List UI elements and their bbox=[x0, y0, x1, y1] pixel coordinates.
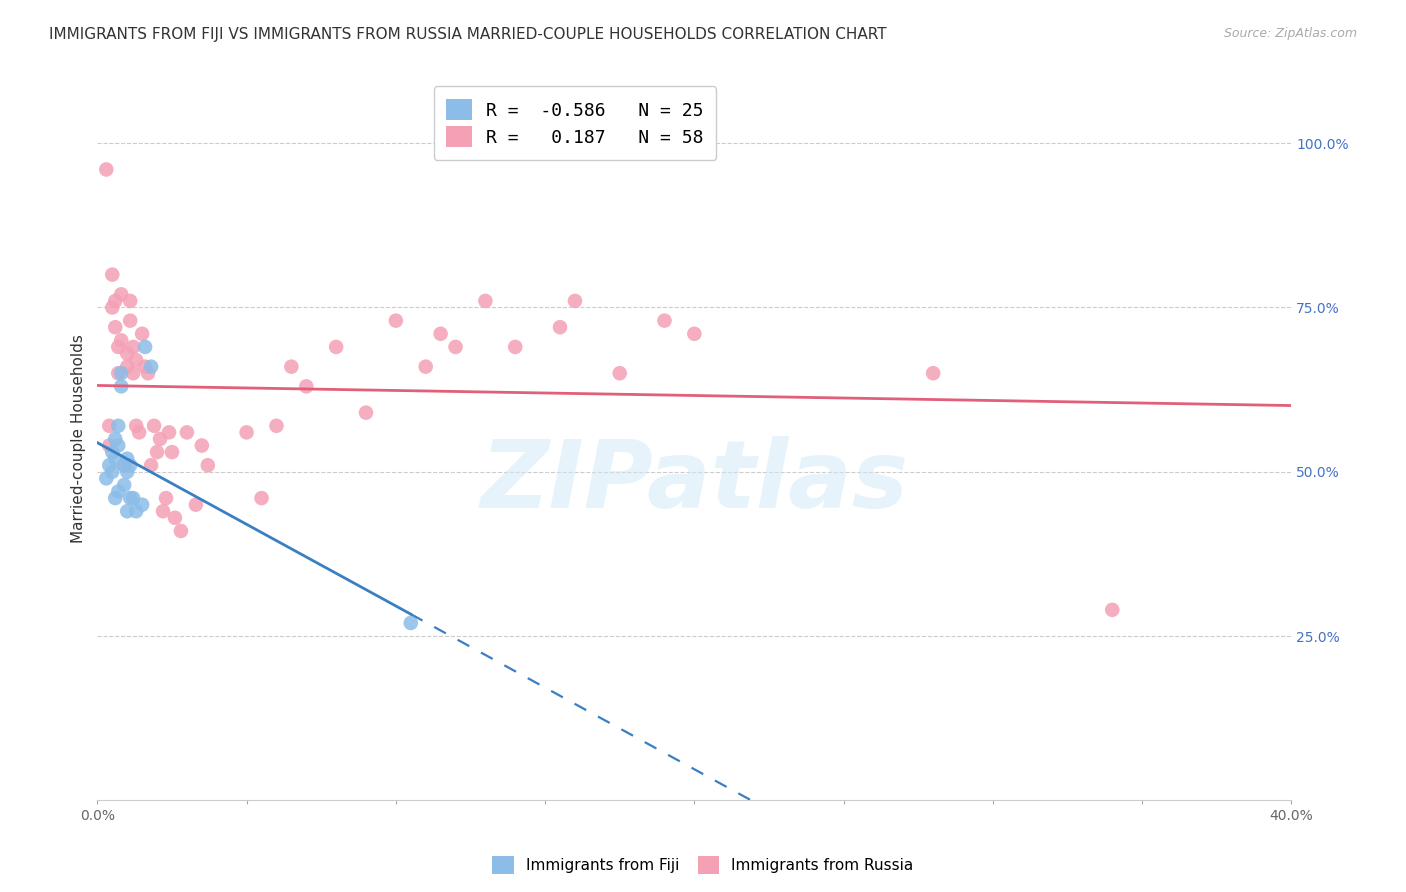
Point bbox=[98, 438, 121, 452]
Point bbox=[399, 615, 422, 630]
Legend: Immigrants from Fiji, Immigrants from Russia: Immigrants from Fiji, Immigrants from Ru… bbox=[486, 850, 920, 880]
Point bbox=[250, 491, 273, 505]
Point bbox=[548, 320, 571, 334]
Point bbox=[280, 359, 302, 374]
Point bbox=[125, 353, 148, 368]
Point bbox=[128, 425, 150, 440]
Point bbox=[325, 340, 347, 354]
Point bbox=[104, 451, 127, 466]
Point bbox=[163, 511, 186, 525]
Point bbox=[122, 340, 145, 354]
Point bbox=[922, 366, 945, 380]
Point bbox=[104, 491, 127, 505]
Point bbox=[295, 379, 318, 393]
Point bbox=[110, 366, 132, 380]
Point bbox=[609, 366, 631, 380]
Point bbox=[654, 313, 676, 327]
Point bbox=[139, 359, 162, 374]
Point bbox=[235, 425, 257, 440]
Point bbox=[444, 340, 467, 354]
Text: ZIPatlas: ZIPatlas bbox=[481, 436, 908, 528]
Point bbox=[112, 478, 135, 492]
Point bbox=[1101, 603, 1123, 617]
Point bbox=[131, 498, 153, 512]
Point bbox=[101, 465, 124, 479]
Point bbox=[107, 340, 129, 354]
Point bbox=[104, 320, 127, 334]
Point bbox=[683, 326, 706, 341]
Point bbox=[176, 425, 198, 440]
Point bbox=[149, 432, 172, 446]
Point bbox=[429, 326, 451, 341]
Point bbox=[125, 418, 148, 433]
Point bbox=[122, 366, 145, 380]
Point bbox=[120, 491, 142, 505]
Point bbox=[354, 406, 377, 420]
Point bbox=[110, 334, 132, 348]
Point bbox=[96, 162, 118, 177]
Legend: R =  -0.586   N = 25, R =   0.187   N = 58: R = -0.586 N = 25, R = 0.187 N = 58 bbox=[433, 87, 716, 160]
Point bbox=[191, 438, 214, 452]
Point bbox=[115, 465, 138, 479]
Point bbox=[125, 504, 148, 518]
Point bbox=[152, 504, 174, 518]
Point bbox=[115, 359, 138, 374]
Point bbox=[136, 366, 159, 380]
Point bbox=[98, 458, 121, 473]
Point bbox=[112, 458, 135, 473]
Text: Source: ZipAtlas.com: Source: ZipAtlas.com bbox=[1223, 27, 1357, 40]
Point bbox=[110, 287, 132, 301]
Point bbox=[120, 313, 142, 327]
Point bbox=[107, 484, 129, 499]
Point bbox=[115, 346, 138, 360]
Point bbox=[146, 445, 169, 459]
Point bbox=[139, 458, 162, 473]
Point bbox=[184, 498, 207, 512]
Point bbox=[122, 491, 145, 505]
Point bbox=[155, 491, 177, 505]
Point bbox=[101, 301, 124, 315]
Point bbox=[110, 379, 132, 393]
Point bbox=[160, 445, 183, 459]
Point bbox=[112, 458, 135, 473]
Point bbox=[266, 418, 288, 433]
Point bbox=[134, 359, 156, 374]
Point bbox=[134, 340, 156, 354]
Point bbox=[415, 359, 437, 374]
Point bbox=[170, 524, 193, 538]
Point bbox=[115, 504, 138, 518]
Point bbox=[474, 293, 496, 308]
Point bbox=[107, 366, 129, 380]
Point bbox=[96, 471, 118, 485]
Point bbox=[107, 418, 129, 433]
Point bbox=[157, 425, 180, 440]
Point bbox=[131, 326, 153, 341]
Point bbox=[115, 451, 138, 466]
Point bbox=[98, 418, 121, 433]
Point bbox=[101, 445, 124, 459]
Y-axis label: Married-couple Households: Married-couple Households bbox=[72, 334, 86, 543]
Point bbox=[143, 418, 166, 433]
Point bbox=[385, 313, 408, 327]
Point bbox=[197, 458, 219, 473]
Point bbox=[120, 293, 142, 308]
Point bbox=[503, 340, 526, 354]
Point bbox=[104, 432, 127, 446]
Point bbox=[120, 458, 142, 473]
Point bbox=[104, 293, 127, 308]
Point bbox=[564, 293, 586, 308]
Text: IMMIGRANTS FROM FIJI VS IMMIGRANTS FROM RUSSIA MARRIED-COUPLE HOUSEHOLDS CORRELA: IMMIGRANTS FROM FIJI VS IMMIGRANTS FROM … bbox=[49, 27, 887, 42]
Point bbox=[101, 268, 124, 282]
Point bbox=[107, 438, 129, 452]
